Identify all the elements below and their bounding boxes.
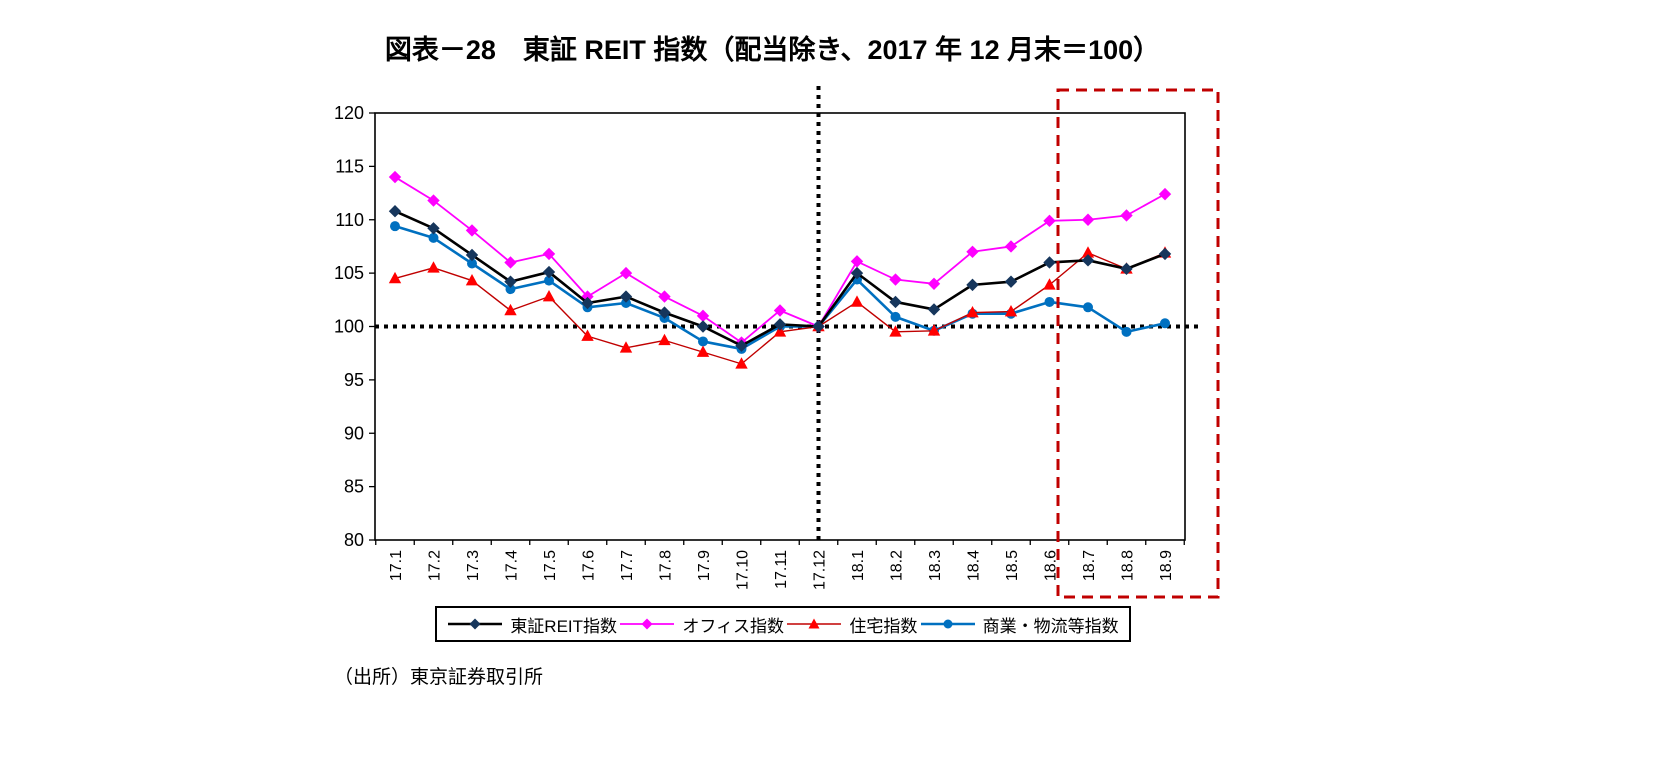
office-index-legend-marker-icon	[620, 618, 675, 630]
commercial-logistics-index-legend-marker-icon	[920, 619, 975, 629]
source-note: （出所）東京証券取引所	[334, 667, 544, 688]
legend-item-office-index: オフィス指数	[619, 612, 784, 637]
svg-text:17.4: 17.4	[504, 550, 521, 581]
svg-text:18.9: 18.9	[1158, 550, 1175, 581]
svg-text:17.9: 17.9	[696, 550, 713, 581]
chart-title: 図表－28 東証 REIT 指数（配当除き、2017 年 12 月末＝100）	[384, 35, 1161, 65]
legend-label-office-index: オフィス指数	[682, 616, 785, 636]
svg-text:18.8: 18.8	[1120, 550, 1137, 581]
svg-text:17.11: 17.11	[773, 550, 790, 589]
svg-text:17.1: 17.1	[388, 550, 405, 581]
svg-text:17.10: 17.10	[735, 550, 752, 590]
svg-text:110: 110	[335, 210, 364, 230]
x-axis-labels: 17.1 17.2 17.3 17.4 17.5 17.6 17.7 17.8 17.9 17.1…	[375, 540, 1185, 590]
svg-text:18.6: 18.6	[1043, 550, 1060, 581]
svg-text:115: 115	[335, 156, 364, 176]
legend-label-commercial-logistics-index: 商業・物流等指数	[982, 616, 1119, 636]
svg-text:17.7: 17.7	[619, 550, 636, 581]
svg-text:17.6: 17.6	[581, 550, 598, 581]
svg-text:17.8: 17.8	[658, 550, 675, 581]
svg-text:105: 105	[334, 263, 364, 283]
y-axis-labels: 80 85 90 95 100 105 110 115 120	[334, 103, 375, 550]
svg-text:80: 80	[344, 530, 364, 550]
svg-text:18.7: 18.7	[1081, 550, 1098, 581]
svg-text:17.2: 17.2	[427, 550, 444, 581]
legend-item-tse-reit-index: 東証REIT指数	[447, 612, 617, 637]
svg-text:18.2: 18.2	[889, 550, 906, 581]
legend-item-residential-index: 住宅指数	[786, 612, 917, 637]
svg-text:17.5: 17.5	[542, 550, 559, 581]
svg-text:17.3: 17.3	[465, 550, 482, 581]
svg-text:18.4: 18.4	[966, 550, 983, 581]
svg-text:18.3: 18.3	[927, 550, 944, 581]
legend-label-residential-index: 住宅指数	[849, 616, 918, 636]
chart-legend: 東証REIT指数 オフィス指数 住宅指数 商業・物流等指数	[435, 606, 1131, 642]
svg-text:90: 90	[344, 423, 364, 443]
svg-text:18.1: 18.1	[850, 550, 867, 581]
svg-text:95: 95	[344, 370, 364, 390]
legend-item-commercial-logistics-index: 商業・物流等指数	[920, 612, 1119, 637]
tse-reit-index-legend-marker-icon	[448, 618, 503, 630]
legend-label-tse-reit-index: 東証REIT指数	[510, 616, 618, 636]
svg-text:17.12: 17.12	[812, 550, 829, 590]
svg-text:18.5: 18.5	[1004, 550, 1021, 581]
residential-index-legend-marker-icon	[787, 618, 842, 629]
highlight-box-recent-months	[1056, 88, 1220, 599]
svg-text:85: 85	[344, 477, 364, 497]
svg-text:100: 100	[334, 317, 364, 337]
svg-text:120: 120	[334, 103, 364, 123]
series-tse-reit-index	[388, 205, 1172, 352]
series-residential-index	[388, 246, 1172, 369]
